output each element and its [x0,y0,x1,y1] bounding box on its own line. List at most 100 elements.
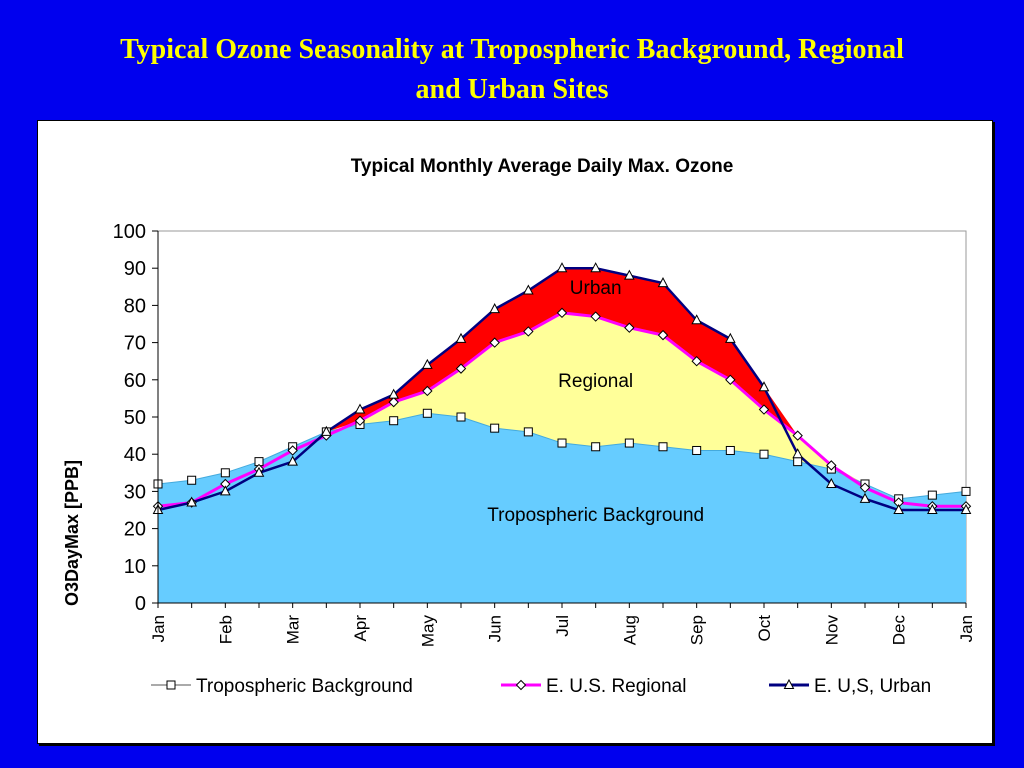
data-point-urban [220,485,231,496]
data-point-urban [523,284,534,295]
data-point-regional [859,482,871,493]
axes: 0 10 20 30 40 50 60 70 80 90 100 Jan Feb Mar Apr May Jun… [113,221,976,647]
data-point-regional [455,363,467,374]
data-point-background [557,438,567,448]
data-point-regional [354,415,366,426]
area-label-background: Tropospheric Background [487,505,704,526]
data-point-regional [556,307,568,319]
data-point-regional [422,385,433,397]
y-tick-label: 40 [124,444,146,466]
data-point-regional [388,396,399,408]
data-point-urban [253,466,265,477]
x-tick-label: Mar [284,615,303,645]
data-point-urban [725,332,736,343]
chart-title: Typical Monthly Average Daily Max. Ozone [351,156,734,177]
x-tick-label: Nov [822,615,841,646]
x-tick-label: Oct [755,615,774,642]
legend-swatch-marker [166,680,176,690]
data-point-urban [826,477,837,488]
y-tick-label: 90 [124,258,146,280]
data-point-urban [758,381,770,392]
y-tick-label: 10 [124,556,146,578]
data-point-background [927,490,937,500]
legend-label: E. U,S, Urban [814,676,931,697]
x-tick-label: Aug [620,615,639,645]
data-point-urban [859,492,871,503]
x-tick-label: Sep [688,615,707,645]
y-tick-label: 0 [135,593,146,615]
data-point-urban [792,448,803,459]
stacked-areas [157,230,967,604]
data-point-background [456,412,466,422]
data-point-regional [792,430,803,441]
legend-swatch-marker [515,679,527,691]
legend-item-regional: E. U.S. Regional [501,676,686,697]
data-point-urban [960,503,972,514]
data-point-urban [287,455,298,466]
data-point-background [422,408,432,418]
slide-title-line-2: and Urban Sites [415,74,609,105]
area-labels: Urban Regional Tropospheric Background [487,278,704,526]
slide-title-line-1: Typical Ozone Seasonality at Tropospheri… [120,34,904,65]
x-tick-label: Apr [351,615,370,642]
legend-label: Tropospheric Background [196,676,413,697]
legend-item-background: Tropospheric Background [151,676,413,697]
data-point-background [523,427,533,437]
data-point-background [759,449,769,459]
data-point-background [187,475,197,485]
data-point-background [220,468,230,478]
data-point-background [961,486,971,496]
data-point-regional [287,445,298,456]
data-point-regional [523,326,534,337]
data-point-background [490,423,500,433]
chart-frame: Typical Monthly Average Daily Max. Ozone… [37,120,993,744]
legend-item-urban: E. U,S, Urban [769,676,931,697]
data-point-urban [893,503,904,514]
x-tick-label: Dec [890,615,909,646]
data-point-urban [354,403,366,414]
area-label-urban: Urban [570,278,622,299]
data-point-regional [657,329,669,341]
y-tick-label: 50 [124,407,146,429]
data-point-background [793,457,803,467]
data-point-urban [455,332,467,343]
x-tick-label: Feb [216,615,235,644]
y-tick-label: 80 [124,295,146,317]
data-point-regional [826,460,837,471]
data-point-urban [657,277,669,288]
legend-label: E. U.S. Regional [546,676,686,697]
background-area [158,413,966,603]
x-tick-label: Jan [149,615,168,642]
data-point-regional [691,355,702,367]
legend: Tropospheric Background E. U.S. Regional E… [151,676,931,697]
slide-title: Typical Ozone Seasonality at Tropospheri… [20,30,1004,110]
data-point-regional [624,322,635,333]
data-point-urban [489,303,500,314]
area-label-regional: Regional [558,371,633,392]
data-point-urban [422,358,433,369]
data-point-urban [321,425,332,436]
data-point-background [725,445,735,455]
data-point-background [389,416,399,426]
y-axis-label: O3DayMax [PPB] [62,460,82,606]
data-point-background [658,442,668,452]
data-point-regional [590,311,601,322]
ozone-chart: Typical Monthly Average Daily Max. Ozone… [62,156,976,697]
data-point-urban [590,262,601,273]
y-tick-label: 20 [124,519,146,541]
data-point-background [624,438,634,448]
x-tick-label: May [418,615,437,648]
data-point-urban [927,503,938,514]
data-point-regional [489,337,500,348]
x-tick-label: Jan [957,615,976,642]
data-point-urban [556,262,568,273]
y-tick-label: 100 [113,221,146,243]
x-tick-label: Jul [553,615,572,637]
y-tick-label: 60 [124,370,146,392]
data-point-urban [186,496,197,507]
data-point-regional [758,404,770,415]
legend-swatch-marker [783,678,795,689]
data-point-urban [691,314,702,325]
data-point-background [591,442,601,452]
data-point-urban [624,269,635,280]
